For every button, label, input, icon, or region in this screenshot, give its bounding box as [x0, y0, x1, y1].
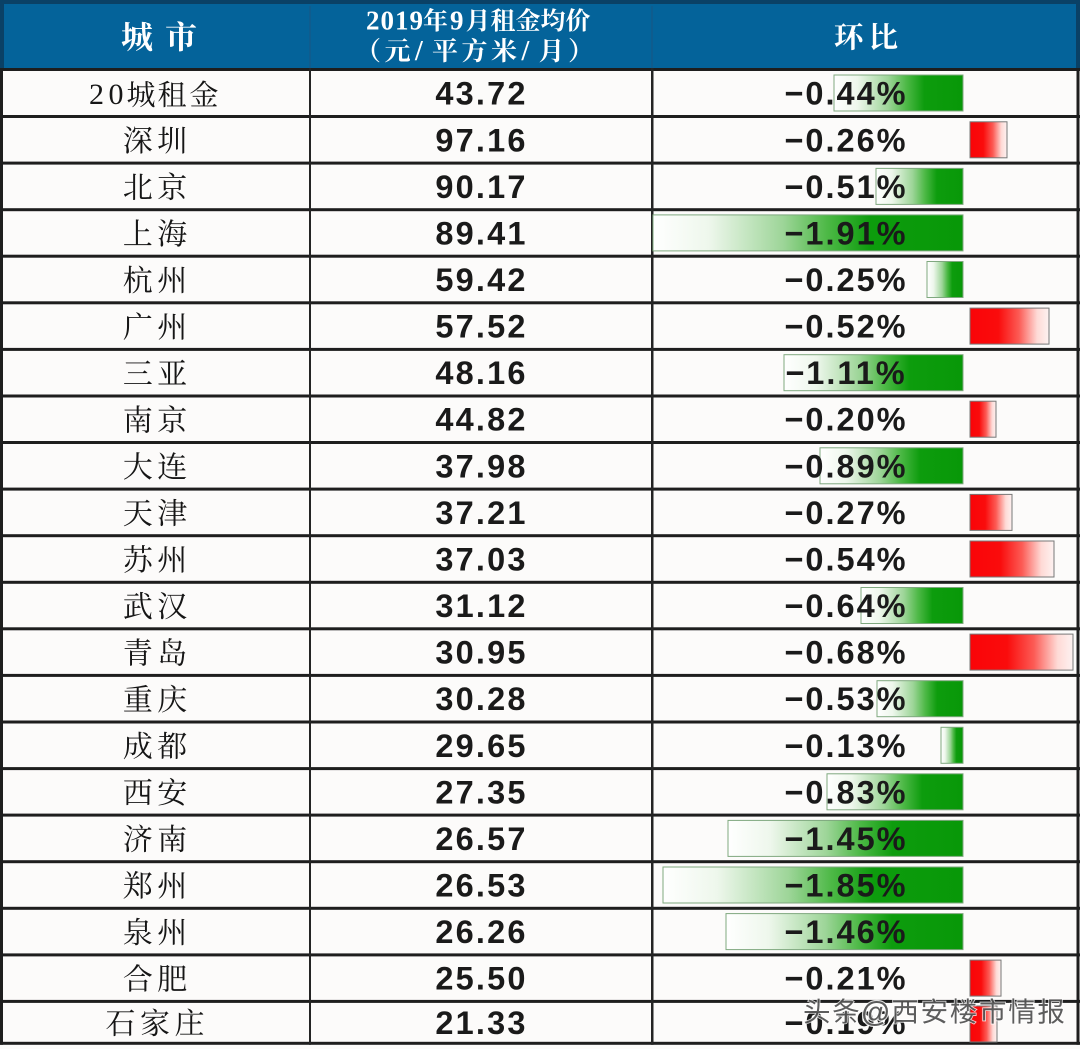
- svg-text:−0.68%: −0.68%: [784, 635, 907, 671]
- svg-text:59.42: 59.42: [435, 262, 527, 298]
- svg-text:37.98: 37.98: [435, 448, 527, 484]
- svg-text:9: 9: [450, 6, 464, 36]
- svg-text:−1.11%: −1.11%: [785, 355, 906, 391]
- svg-text:−1.85%: −1.85%: [784, 868, 907, 904]
- svg-text:48.16: 48.16: [435, 355, 527, 391]
- svg-text:−0.13%: −0.13%: [784, 728, 907, 764]
- svg-text:2019: 2019: [366, 6, 424, 36]
- svg-text:−0.27%: −0.27%: [784, 495, 907, 531]
- svg-text:30.28: 30.28: [435, 681, 527, 717]
- svg-text:21.33: 21.33: [435, 1005, 527, 1041]
- svg-text:−1.46%: −1.46%: [784, 914, 907, 950]
- svg-text:43.72: 43.72: [435, 76, 527, 112]
- svg-text:−0.54%: −0.54%: [784, 542, 907, 578]
- svg-text:97.16: 97.16: [435, 122, 527, 158]
- svg-text:−0.64%: −0.64%: [784, 588, 907, 624]
- svg-text:−0.26%: −0.26%: [784, 122, 907, 158]
- svg-text:37.21: 37.21: [435, 495, 527, 531]
- svg-text:−0.51%: −0.51%: [784, 169, 907, 205]
- svg-text:−0.53%: −0.53%: [784, 681, 907, 717]
- svg-text:/: /: [414, 36, 424, 67]
- svg-text:−0.44%: −0.44%: [784, 76, 907, 112]
- svg-text:−1.45%: −1.45%: [784, 821, 907, 857]
- svg-text:30.95: 30.95: [435, 635, 527, 671]
- svg-text:90.17: 90.17: [435, 169, 527, 205]
- svg-text:26.57: 26.57: [435, 821, 527, 857]
- svg-text:89.41: 89.41: [435, 215, 527, 251]
- svg-text:−0.89%: −0.89%: [784, 448, 907, 484]
- svg-text:−0.25%: −0.25%: [784, 262, 907, 298]
- svg-text:−0.83%: −0.83%: [784, 774, 907, 810]
- svg-text:−0.20%: −0.20%: [784, 402, 907, 438]
- svg-text:27.35: 27.35: [435, 774, 527, 810]
- svg-text:44.82: 44.82: [435, 402, 527, 438]
- svg-text:31.12: 31.12: [435, 588, 527, 624]
- svg-text:−1.91%: −1.91%: [784, 215, 907, 251]
- svg-text:@: @: [861, 997, 889, 1029]
- svg-text:57.52: 57.52: [435, 309, 527, 345]
- svg-text:26.26: 26.26: [435, 914, 527, 950]
- svg-text:25.50: 25.50: [435, 961, 527, 997]
- svg-text:20: 20: [89, 78, 128, 111]
- svg-text:−0.21%: −0.21%: [784, 961, 907, 997]
- svg-text:−0.52%: −0.52%: [784, 309, 907, 345]
- svg-text:37.03: 37.03: [435, 542, 527, 578]
- svg-text:29.65: 29.65: [435, 728, 527, 764]
- svg-text:/: /: [521, 36, 531, 67]
- svg-text:26.53: 26.53: [435, 868, 527, 904]
